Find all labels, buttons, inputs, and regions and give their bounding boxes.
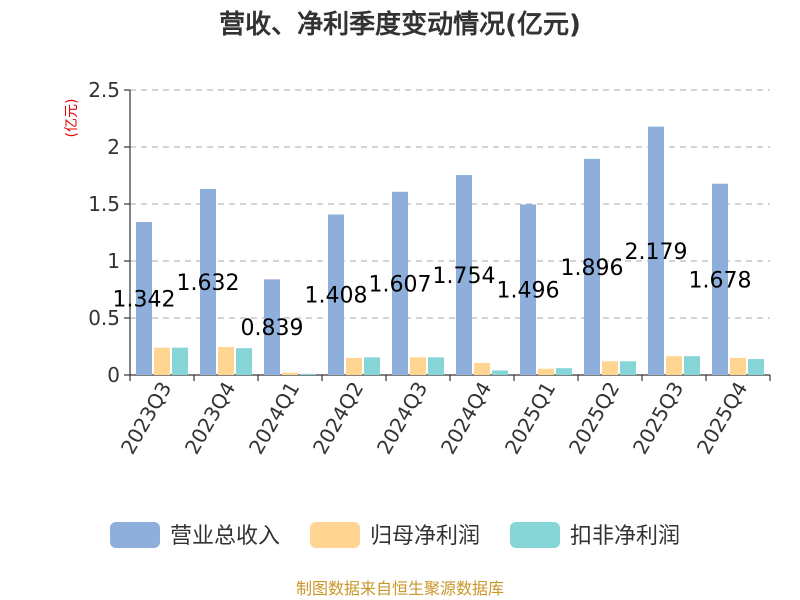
x-tick-label: 2025Q4: [692, 378, 752, 459]
bar-营业总收入-2024Q1: [264, 279, 280, 375]
y-tick-label: 1: [107, 249, 120, 273]
bar-扣非净利润-2025Q4: [748, 359, 764, 375]
data-label: 1.896: [561, 256, 624, 281]
data-label: 1.496: [497, 279, 560, 304]
bar-营业总收入-2025Q3: [648, 126, 664, 376]
y-tick-label: 1.5: [88, 192, 120, 216]
bar-扣非净利润-2024Q2: [364, 357, 380, 375]
bar-扣非净利润-2025Q1: [556, 368, 572, 375]
bar-营业总收入-2024Q4: [456, 175, 472, 375]
bar-扣非净利润-2024Q3: [428, 357, 444, 375]
bar-营业总收入-2023Q4: [200, 188, 216, 375]
bar-扣非净利润-2023Q4: [236, 348, 252, 375]
y-tick-label: 2.5: [88, 78, 120, 102]
legend-label-1: 归母净利润: [370, 524, 480, 549]
y-tick-label: 2: [107, 135, 120, 159]
bar-归母净利润-2025Q2: [602, 361, 618, 375]
bar-扣非净利润-2024Q4: [492, 370, 508, 375]
legend: 营业总收入 归母净利润 扣非净利润: [110, 522, 680, 549]
bar-归母净利润-2025Q1: [538, 368, 554, 375]
source-note: 制图数据来自恒生聚源数据库: [296, 579, 504, 598]
legend-label-0: 营业总收入: [170, 524, 280, 549]
data-label: 1.754: [433, 264, 496, 289]
bar-扣非净利润-2025Q2: [620, 361, 636, 375]
legend-swatch-2: [510, 522, 560, 548]
legend-swatch-1: [310, 522, 360, 548]
bar-营业总收入-2025Q4: [712, 183, 728, 375]
bar-归母净利润-2024Q1: [282, 372, 298, 375]
x-tick-label: 2025Q1: [500, 378, 560, 459]
data-label: 1.408: [305, 284, 368, 309]
y-tick-label: 0: [107, 363, 120, 387]
data-label: 1.342: [113, 288, 176, 313]
x-tick-label: 2023Q3: [116, 378, 176, 459]
chart-title: 营收、净利季度变动情况(亿元): [219, 9, 581, 40]
x-tick-label: 2024Q1: [244, 378, 304, 459]
data-label: 1.607: [369, 272, 432, 297]
x-tick-label: 2024Q4: [436, 378, 496, 459]
data-label: 1.678: [689, 268, 752, 293]
bar-营业总收入-2024Q2: [328, 214, 344, 375]
bar-归母净利润-2025Q3: [666, 356, 682, 375]
bar-营业总收入-2023Q3: [136, 222, 152, 375]
x-tick-label: 2023Q4: [180, 378, 240, 459]
data-label: 2.179: [625, 240, 688, 265]
bar-营业总收入-2025Q1: [520, 204, 536, 375]
bar-归母净利润-2023Q4: [218, 347, 234, 375]
x-tick-label: 2024Q2: [308, 378, 368, 459]
bar-归母净利润-2024Q4: [474, 363, 490, 375]
data-label: 0.839: [241, 316, 304, 341]
bar-扣非净利润-2024Q1: [300, 373, 316, 375]
x-tick-label: 2025Q2: [564, 378, 624, 459]
data-label: 1.632: [177, 271, 240, 296]
bar-营业总收入-2024Q3: [392, 191, 408, 375]
x-tick-label: 2024Q3: [372, 378, 432, 459]
bar-归母净利润-2024Q2: [346, 357, 362, 375]
bar-归母净利润-2025Q4: [730, 357, 746, 375]
bar-扣非净利润-2023Q3: [172, 347, 188, 375]
bar-扣非净利润-2025Q3: [684, 356, 700, 375]
bars: [136, 126, 764, 376]
legend-swatch-0: [110, 522, 160, 548]
y-tick-label: 0.5: [88, 306, 120, 330]
y-unit-label: (亿元): [64, 99, 80, 138]
bar-营业总收入-2025Q2: [584, 158, 600, 375]
legend-label-2: 扣非净利润: [570, 524, 680, 549]
bar-归母净利润-2023Q3: [154, 347, 170, 375]
x-tick-label: 2025Q3: [628, 378, 688, 459]
bar-归母净利润-2024Q3: [410, 357, 426, 375]
